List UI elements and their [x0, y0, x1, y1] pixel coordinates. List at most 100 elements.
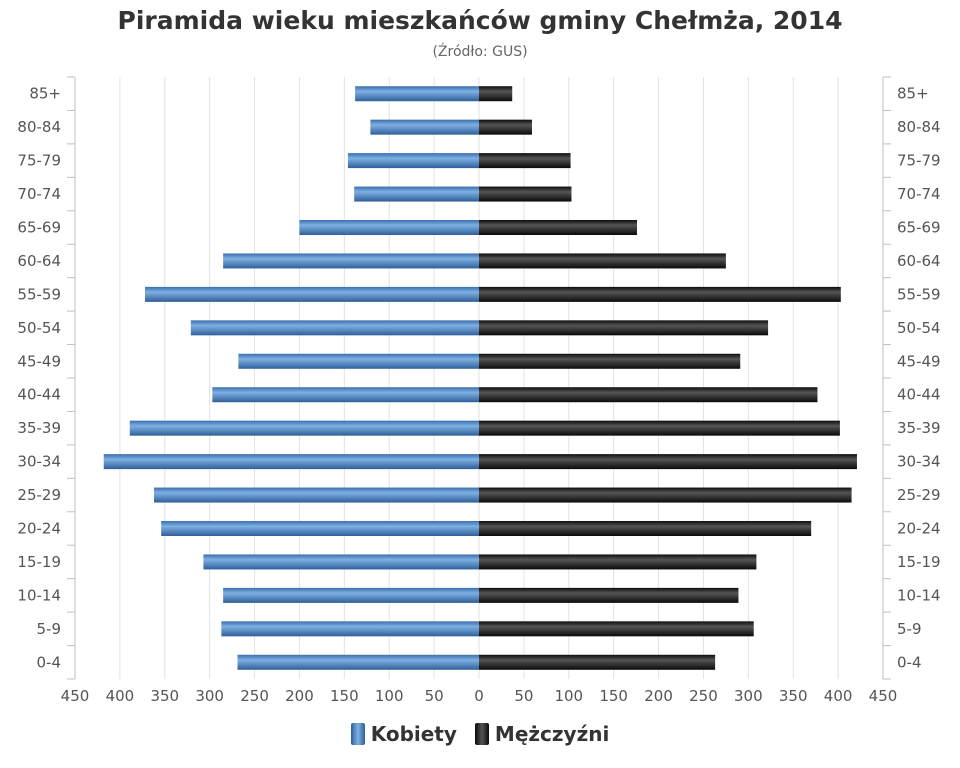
- legend-swatch-women: [350, 723, 365, 745]
- bar-men[interactable]: [479, 387, 818, 403]
- bar-women[interactable]: [299, 220, 479, 235]
- x-tick-label: 450: [61, 687, 90, 705]
- y-category-label-right: 0-4: [897, 653, 922, 671]
- bar-women[interactable]: [221, 621, 480, 637]
- y-category-label-left: 40-44: [17, 386, 61, 404]
- y-category-label-right: 25-29: [897, 486, 941, 504]
- y-category-label-right: 65-69: [897, 219, 941, 237]
- y-category-label-right: 70-74: [897, 185, 941, 203]
- bar-women[interactable]: [347, 153, 479, 169]
- bar-men[interactable]: [479, 119, 532, 135]
- bar-men[interactable]: [479, 621, 754, 637]
- y-category-label-left: 5-9: [37, 620, 62, 638]
- x-tick-label: 400: [824, 687, 853, 705]
- y-category-label-left: 20-24: [17, 520, 61, 538]
- y-category-label-left: 45-49: [17, 352, 61, 370]
- y-category-label-left: 10-14: [17, 586, 61, 604]
- y-category-label-right: 35-39: [897, 419, 941, 437]
- y-category-label-right: 10-14: [897, 586, 941, 604]
- x-tick-label: 300: [195, 687, 224, 705]
- bar-men[interactable]: [479, 253, 726, 269]
- x-tick-label: 250: [689, 687, 718, 705]
- y-category-label-left: 70-74: [17, 185, 61, 203]
- bar-men[interactable]: [479, 186, 572, 202]
- y-category-label-left: 35-39: [17, 419, 61, 437]
- bar-men[interactable]: [479, 487, 852, 503]
- y-category-label-right: 80-84: [897, 118, 941, 136]
- legend-label-women: Kobiety: [370, 722, 457, 746]
- bar-men[interactable]: [479, 521, 812, 536]
- bar-men[interactable]: [479, 353, 741, 369]
- bar-women[interactable]: [212, 387, 480, 403]
- bar-women[interactable]: [161, 521, 480, 536]
- chart-legend: Kobiety Mężczyźni: [0, 722, 960, 746]
- bar-men[interactable]: [479, 320, 769, 336]
- y-category-label-right: 85+: [897, 85, 929, 103]
- y-category-label-right: 45-49: [897, 352, 941, 370]
- bar-women[interactable]: [354, 186, 479, 202]
- x-tick-label: 200: [285, 687, 314, 705]
- y-category-label-right: 50-54: [897, 319, 941, 337]
- bar-women[interactable]: [203, 554, 480, 570]
- y-category-label-right: 30-34: [897, 453, 941, 471]
- bar-women[interactable]: [103, 454, 480, 470]
- y-category-label-right: 40-44: [897, 386, 941, 404]
- bar-men[interactable]: [479, 153, 571, 169]
- y-category-label-right: 20-24: [897, 520, 941, 538]
- chart-subtitle: (Źródło: GUS): [432, 44, 528, 60]
- bar-men[interactable]: [479, 420, 840, 436]
- x-tick-label: 50: [514, 687, 533, 705]
- x-tick-label: 400: [106, 687, 135, 705]
- legend-item-men[interactable]: Mężczyźni: [474, 722, 610, 746]
- bar-men[interactable]: [479, 220, 638, 235]
- x-tick-label: 100: [554, 687, 583, 705]
- bar-women[interactable]: [370, 119, 479, 135]
- bar-women[interactable]: [190, 320, 479, 336]
- bar-men[interactable]: [479, 654, 716, 670]
- y-category-label-right: 55-59: [897, 285, 941, 303]
- bar-men[interactable]: [479, 587, 739, 603]
- chart-title: Piramida wieku mieszkańców gminy Chełmża…: [117, 6, 843, 35]
- legend-swatch-men: [474, 723, 489, 745]
- bar-women[interactable]: [237, 654, 479, 670]
- bar-women[interactable]: [238, 353, 479, 369]
- bar-men[interactable]: [479, 454, 857, 470]
- y-category-label-left: 85+: [29, 85, 61, 103]
- x-tick-label: 350: [150, 687, 179, 705]
- x-tick-label: 100: [375, 687, 404, 705]
- x-tick-label: 50: [425, 687, 444, 705]
- bar-women[interactable]: [355, 86, 479, 102]
- bar-women[interactable]: [154, 487, 479, 503]
- y-category-label-left: 15-19: [17, 553, 61, 571]
- x-tick-label: 0: [474, 687, 484, 705]
- y-category-label-left: 60-64: [17, 252, 61, 270]
- x-tick-label: 150: [599, 687, 628, 705]
- y-category-label-right: 60-64: [897, 252, 941, 270]
- y-category-label-left: 0-4: [37, 653, 62, 671]
- y-category-label-left: 80-84: [17, 118, 61, 136]
- bar-men[interactable]: [479, 554, 757, 570]
- y-category-label-right: 75-79: [897, 152, 941, 170]
- y-category-label-left: 65-69: [17, 219, 61, 237]
- x-tick-label: 300: [734, 687, 763, 705]
- x-tick-label: 250: [240, 687, 269, 705]
- bar-men[interactable]: [479, 286, 841, 302]
- y-category-label-left: 25-29: [17, 486, 61, 504]
- y-category-label-left: 55-59: [17, 285, 61, 303]
- bar-women[interactable]: [145, 286, 479, 302]
- x-tick-label: 450: [869, 687, 898, 705]
- bar-women[interactable]: [223, 587, 479, 603]
- bar-women[interactable]: [223, 253, 479, 269]
- bar-women[interactable]: [129, 420, 479, 436]
- x-tick-label: 150: [330, 687, 359, 705]
- x-tick-label: 200: [644, 687, 673, 705]
- legend-item-women[interactable]: Kobiety: [350, 722, 457, 746]
- x-tick-label: 350: [779, 687, 808, 705]
- y-category-label-left: 30-34: [17, 453, 61, 471]
- y-category-label-right: 5-9: [897, 620, 922, 638]
- bar-men[interactable]: [479, 86, 513, 102]
- y-category-label-left: 75-79: [17, 152, 61, 170]
- legend-label-men: Mężczyźni: [494, 722, 610, 746]
- y-category-label-right: 15-19: [897, 553, 941, 571]
